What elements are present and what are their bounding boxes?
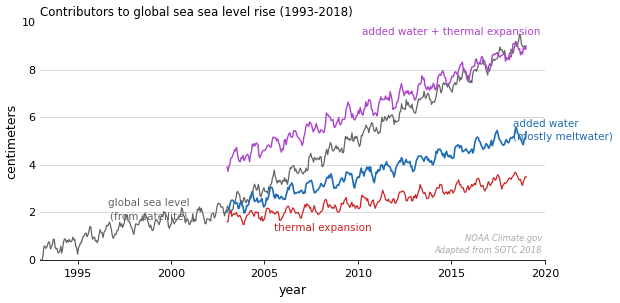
- Text: Contributors to global sea sea level rise (1993-2018): Contributors to global sea sea level ris…: [40, 5, 353, 18]
- Text: added water
(mostly meltwater): added water (mostly meltwater): [513, 119, 613, 142]
- Y-axis label: centimeters: centimeters: [6, 104, 19, 179]
- X-axis label: year: year: [278, 285, 306, 298]
- Text: NOAA Climate.gov
Adapted from SOTC 2018: NOAA Climate.gov Adapted from SOTC 2018: [435, 234, 542, 255]
- Text: thermal expansion: thermal expansion: [274, 223, 371, 233]
- Text: added water + thermal expansion: added water + thermal expansion: [361, 27, 540, 37]
- Text: global sea level
(from satellite): global sea level (from satellite): [108, 198, 189, 221]
